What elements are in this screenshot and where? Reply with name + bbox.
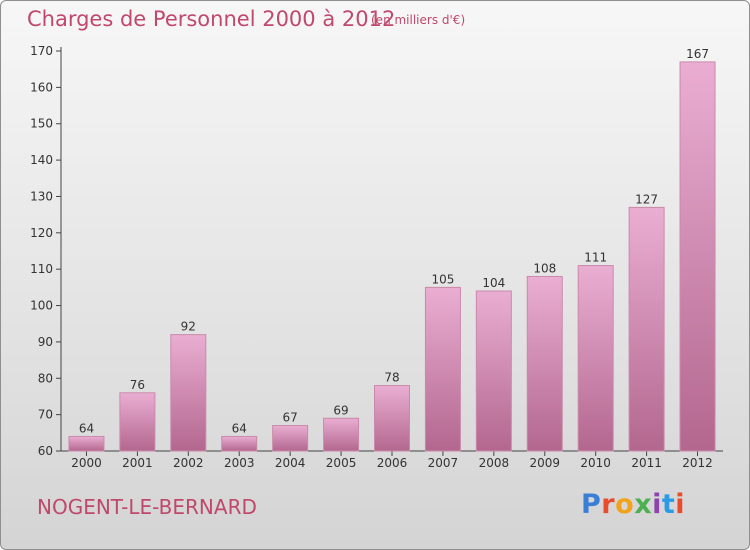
logo-letter: o [615, 489, 635, 520]
x-tick-label-2003: 2003 [224, 456, 255, 470]
data-label-2001: 76 [130, 378, 145, 392]
x-tick-label-2008: 2008 [479, 456, 510, 470]
logo-letter: r [601, 489, 616, 520]
data-label-2004: 67 [283, 411, 298, 425]
x-tick-label-2004: 2004 [275, 456, 306, 470]
commune-name: NOGENT-LE-BERNARD [37, 495, 257, 519]
x-tick-label-2009: 2009 [529, 456, 560, 470]
bars [68, 61, 716, 452]
data-labels: 64 76 92 64 67 69 78 105 104 108 111 127 167 [79, 47, 709, 436]
y-tick-label: 160 [30, 80, 53, 94]
x-tick-label-2011: 2011 [631, 456, 662, 470]
bar-2012 [679, 61, 716, 452]
bar-2002 [170, 334, 207, 452]
data-label-2011: 127 [635, 192, 658, 206]
data-label-2005: 69 [333, 403, 348, 417]
data-label-2006: 78 [384, 371, 399, 385]
data-label-2000: 64 [79, 421, 94, 435]
y-tick-label: 130 [30, 189, 53, 203]
y-tick-label: 100 [30, 299, 53, 313]
x-tick-label-2005: 2005 [326, 456, 357, 470]
bar-2005 [323, 417, 360, 452]
x-tick-label-2002: 2002 [173, 456, 204, 470]
data-label-2002: 92 [181, 320, 196, 334]
logo-letter: P [581, 489, 602, 520]
logo-letter: t [661, 489, 676, 520]
y-tick-label: 70 [38, 408, 53, 422]
bar-2000 [68, 435, 105, 452]
bar-2007 [424, 286, 461, 452]
y-tick-label: 80 [38, 371, 53, 385]
bar-2003 [221, 435, 258, 452]
bar-2004 [272, 425, 309, 452]
y-tick-label: 110 [30, 262, 53, 276]
data-label-2012: 167 [686, 47, 709, 61]
y-tick-label: 170 [30, 44, 53, 58]
data-label-2007: 105 [431, 272, 454, 286]
y-tick-label: 60 [38, 444, 53, 458]
unit-note: (en milliers d'€) [371, 13, 466, 27]
x-tick-label-2001: 2001 [122, 456, 153, 470]
x-tick-label-2010: 2010 [580, 456, 611, 470]
axes: 60 70 80 90 100 110 120 130 140 150 160 170 2000 2001… [30, 44, 723, 470]
bar-2008 [475, 290, 512, 452]
data-label-2010: 111 [584, 251, 607, 265]
chart-title: Charges de Personnel 2000 à 2012 [27, 7, 396, 31]
bar-2006 [374, 385, 410, 452]
proxiti-logo: Proxiti [581, 489, 685, 520]
x-tick-label-2006: 2006 [377, 456, 408, 470]
y-tick-label: 140 [30, 153, 53, 167]
y-tick-label: 150 [30, 117, 53, 131]
x-tick-label-2007: 2007 [428, 456, 459, 470]
bar-2010 [577, 265, 614, 452]
logo-letter: i [675, 489, 686, 520]
y-tick-label: 90 [38, 335, 53, 349]
data-label-2008: 104 [482, 276, 505, 290]
bar-2011 [628, 206, 665, 452]
logo-letter: x [634, 489, 653, 520]
y-tick-label: 120 [30, 226, 53, 240]
bar-2009 [526, 275, 563, 452]
bar-2001 [119, 392, 156, 452]
x-tick-label-2012: 2012 [682, 456, 713, 470]
logo-letter: i [652, 489, 662, 520]
x-tick-label-2000: 2000 [71, 456, 102, 470]
data-label-2003: 64 [232, 421, 247, 435]
data-label-2009: 108 [533, 261, 556, 275]
